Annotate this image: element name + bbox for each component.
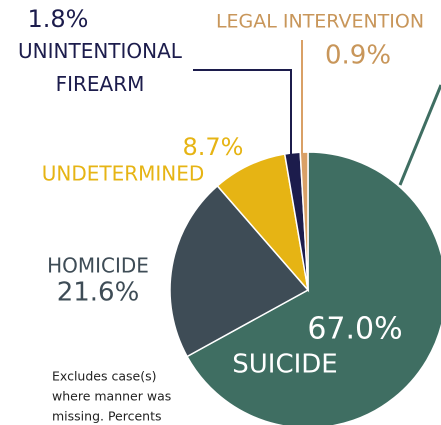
note: missing. Percents (52, 409, 162, 424)
slice-label: UNINTENTIONAL FIREARM (18, 39, 183, 96)
pie-slice (299, 151, 309, 291)
pie-slice (169, 184, 310, 358)
slice-label: UNDETERMINED (42, 162, 205, 186)
pie-slice (186, 151, 441, 425)
slice-label: LEGAL INTERVENTION (216, 11, 424, 33)
value-label: 0.9% (325, 41, 391, 71)
value-label: 67.0% (307, 312, 402, 347)
leader-line (193, 69, 292, 156)
value-label: 21.6% (57, 278, 140, 308)
note: where manner was (52, 389, 171, 404)
leader-line (398, 84, 441, 186)
slice-label: SUICIDE (232, 350, 337, 380)
note: Excludes case(s) (52, 369, 156, 384)
value-label: 8.7% (183, 133, 244, 161)
slice-label: HOMICIDE (47, 254, 149, 278)
value-label: 1.8% (28, 5, 89, 33)
pie (169, 151, 441, 425)
